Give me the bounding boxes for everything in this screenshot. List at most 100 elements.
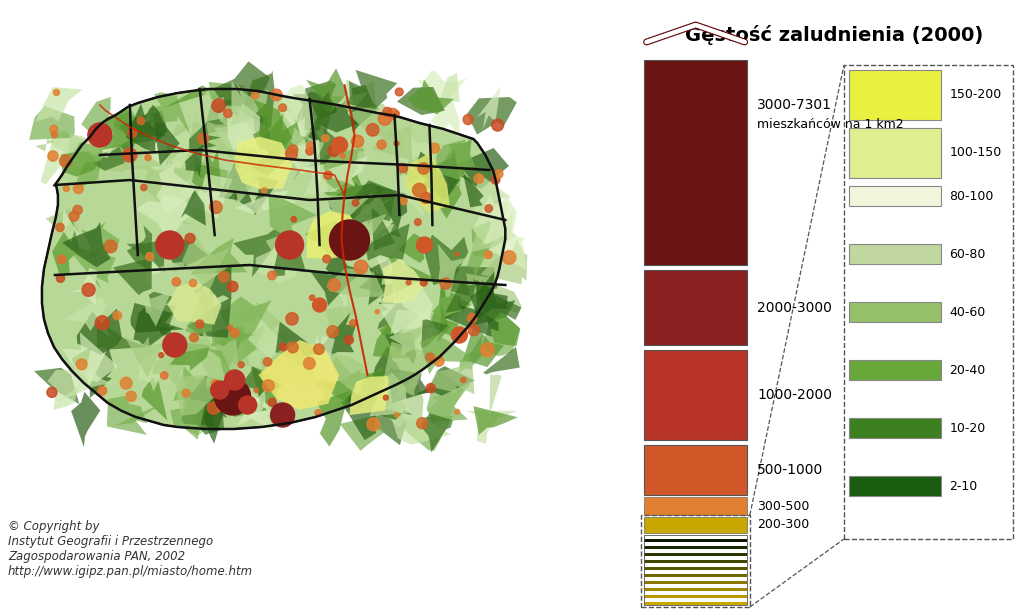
Text: © Copyright by
Instytut Geografii i Przestrzennego
Zagospodarowania PAN, 2002
ht: © Copyright by Instytut Geografii i Prze…	[8, 520, 253, 578]
Text: 200-300: 200-300	[757, 518, 809, 531]
Polygon shape	[291, 127, 324, 163]
Polygon shape	[142, 151, 177, 192]
Circle shape	[211, 381, 229, 399]
Polygon shape	[161, 168, 194, 213]
Polygon shape	[241, 71, 275, 129]
Polygon shape	[131, 303, 184, 333]
Polygon shape	[136, 194, 193, 240]
Polygon shape	[106, 111, 162, 137]
Polygon shape	[227, 101, 244, 148]
Circle shape	[74, 183, 83, 194]
Polygon shape	[209, 82, 246, 118]
Polygon shape	[438, 244, 471, 297]
Polygon shape	[418, 157, 470, 189]
Polygon shape	[185, 144, 204, 179]
Polygon shape	[115, 402, 165, 426]
Circle shape	[394, 141, 399, 146]
Circle shape	[97, 386, 106, 395]
Circle shape	[238, 362, 244, 368]
Polygon shape	[354, 367, 387, 405]
Polygon shape	[35, 139, 64, 151]
Polygon shape	[46, 208, 80, 236]
Polygon shape	[75, 183, 115, 222]
Circle shape	[210, 201, 222, 213]
Polygon shape	[349, 370, 400, 403]
Polygon shape	[366, 223, 409, 261]
Polygon shape	[266, 230, 311, 269]
Bar	[849, 186, 941, 206]
Text: 150-200: 150-200	[949, 89, 1002, 101]
Bar	[641, 515, 750, 607]
Circle shape	[137, 117, 144, 124]
Polygon shape	[235, 191, 297, 214]
Polygon shape	[312, 333, 339, 381]
Polygon shape	[64, 296, 106, 331]
Circle shape	[321, 135, 329, 142]
Polygon shape	[345, 197, 393, 221]
Circle shape	[400, 197, 407, 205]
Circle shape	[57, 255, 65, 264]
Circle shape	[323, 171, 332, 180]
Circle shape	[279, 343, 287, 351]
Polygon shape	[466, 273, 498, 315]
Polygon shape	[483, 196, 517, 244]
Polygon shape	[148, 292, 178, 336]
Polygon shape	[420, 335, 472, 375]
Polygon shape	[214, 103, 234, 130]
Polygon shape	[226, 103, 260, 150]
Polygon shape	[233, 229, 284, 277]
Polygon shape	[304, 173, 338, 196]
Polygon shape	[355, 150, 393, 181]
Bar	[644, 587, 747, 591]
Polygon shape	[206, 114, 247, 161]
Polygon shape	[374, 184, 407, 230]
Polygon shape	[371, 124, 413, 168]
Polygon shape	[197, 389, 226, 435]
Polygon shape	[250, 365, 278, 419]
Polygon shape	[187, 297, 231, 338]
Polygon shape	[372, 317, 425, 359]
Circle shape	[252, 92, 259, 99]
Polygon shape	[83, 116, 117, 158]
Polygon shape	[181, 190, 206, 226]
Polygon shape	[214, 108, 257, 159]
Polygon shape	[138, 345, 169, 391]
Polygon shape	[77, 309, 122, 355]
Polygon shape	[141, 287, 171, 327]
Circle shape	[460, 378, 466, 383]
Bar	[844, 65, 1013, 539]
Polygon shape	[306, 68, 348, 113]
Circle shape	[451, 327, 468, 343]
Polygon shape	[88, 338, 122, 368]
Circle shape	[141, 184, 147, 191]
Circle shape	[182, 389, 190, 397]
Polygon shape	[229, 140, 266, 183]
Polygon shape	[81, 223, 120, 258]
Polygon shape	[113, 258, 152, 295]
Circle shape	[384, 395, 389, 400]
Polygon shape	[316, 391, 350, 446]
Bar	[849, 360, 941, 380]
Circle shape	[379, 112, 392, 125]
Polygon shape	[97, 324, 147, 349]
Polygon shape	[392, 415, 451, 445]
Polygon shape	[218, 159, 256, 213]
Circle shape	[48, 151, 58, 161]
Bar	[644, 350, 747, 440]
Polygon shape	[187, 114, 214, 151]
Bar	[644, 552, 747, 556]
Polygon shape	[151, 345, 195, 385]
Circle shape	[271, 403, 295, 427]
Polygon shape	[243, 389, 286, 431]
Polygon shape	[485, 307, 521, 346]
Polygon shape	[400, 130, 437, 176]
Bar	[849, 128, 941, 178]
Text: Gęstość zaludnienia (2000): Gęstość zaludnienia (2000)	[684, 25, 983, 45]
Text: 20-40: 20-40	[949, 363, 985, 376]
Circle shape	[59, 155, 72, 167]
Polygon shape	[374, 408, 412, 420]
Polygon shape	[173, 367, 224, 401]
Polygon shape	[141, 377, 168, 421]
Polygon shape	[157, 166, 196, 215]
Circle shape	[306, 142, 314, 149]
